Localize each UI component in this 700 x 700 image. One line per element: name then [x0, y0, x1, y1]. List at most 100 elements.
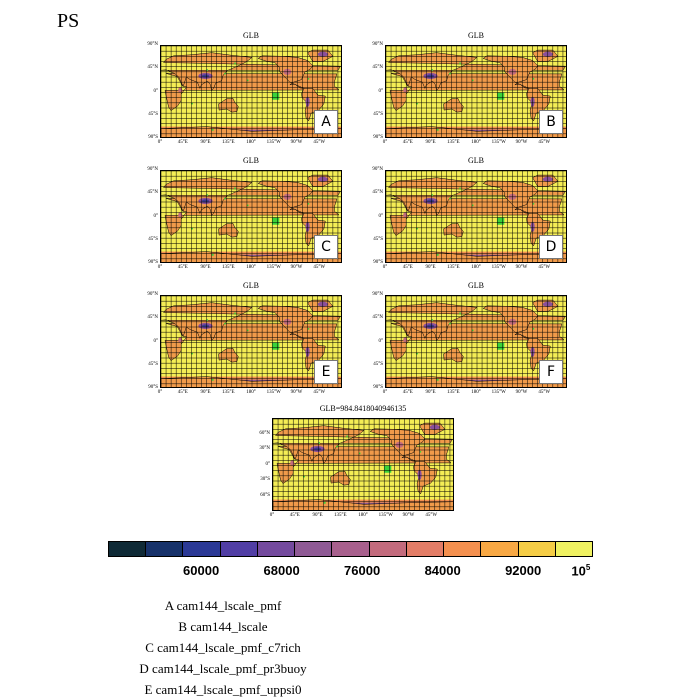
- lon-tick-label: 0°: [382, 140, 388, 145]
- lon-tick-label: 90°W: [290, 265, 303, 270]
- lon-tick-label: 45°E: [177, 265, 188, 270]
- lat-tick-label: 60°N: [259, 430, 270, 436]
- lon-tick-label: 45°E: [177, 140, 188, 145]
- lon-tick-label: 45°E: [402, 390, 413, 395]
- land-region: [161, 302, 341, 342]
- colorbar-tick-label: 68000: [263, 563, 300, 578]
- lat-tick-label: 90°S: [373, 385, 383, 390]
- panel-title: GLB: [243, 156, 259, 165]
- lat-tick-label: 45°S: [373, 111, 383, 117]
- green-marker: [246, 329, 249, 332]
- lon-tick-label: 135°E: [221, 390, 235, 395]
- legend-entry: A cam144_lscale_pmf: [164, 598, 282, 613]
- lat-tick-label: 45°N: [147, 190, 158, 196]
- map-panel: GLB 90°N 45°N 0° 45°S 90°S 0° 45°E 90°E 135°E 180°…: [372, 31, 567, 145]
- highland-patch: [403, 212, 408, 218]
- green-marker: [532, 203, 535, 205]
- lon-tick-label: 45°W: [425, 513, 438, 518]
- green-marker: [431, 194, 434, 196]
- green-marker: [272, 92, 280, 100]
- green-marker: [346, 435, 348, 438]
- green-marker: [416, 227, 418, 230]
- lat-tick-label: 90°S: [148, 385, 158, 390]
- map-panel: GLB 90°N 45°N 0° 45°S 90°S 0° 45°E 90°E 135°E 180°…: [147, 281, 342, 395]
- lat-tick-label: 30°N: [259, 446, 270, 451]
- lat-tick-label: 90°S: [373, 260, 383, 265]
- lon-tick-label: 135°W: [491, 265, 506, 270]
- lat-tick-label: 30°S: [260, 477, 270, 482]
- lon-tick-label: 45°E: [402, 265, 413, 270]
- colorbar-cell: [257, 542, 296, 556]
- colorbar-cell: [332, 542, 370, 556]
- land-region: [218, 222, 239, 238]
- lon-tick-label: 45°E: [289, 513, 300, 518]
- map-panel: GLB=984.8418040946135 60°N 30°N 0° 30°S 60°S 0…: [259, 404, 454, 518]
- colorbar-tick-label: 105: [571, 563, 591, 579]
- highland-patch: [201, 324, 210, 328]
- highland-patch: [178, 87, 183, 93]
- green-marker: [436, 378, 439, 381]
- map-plot: [273, 419, 453, 510]
- green-marker: [459, 62, 461, 65]
- lat-tick-label: 0°: [378, 88, 384, 94]
- colorbar-tick-label: 60000: [183, 563, 220, 578]
- green-marker: [532, 328, 535, 330]
- lon-tick-label: 0°: [382, 265, 388, 270]
- colorbar-cell: [146, 542, 184, 556]
- land-region: [443, 97, 464, 113]
- lat-tick-label: 90°N: [147, 167, 158, 172]
- colorbar-cell: [295, 542, 333, 556]
- lon-tick-label: 45°E: [177, 390, 188, 395]
- lon-tick-label: 0°: [157, 265, 163, 270]
- surface-pressure-map: [385, 295, 567, 388]
- lon-tick-label: 45°W: [313, 390, 326, 395]
- lon-tick-label: 135°E: [221, 265, 235, 270]
- land-region: [218, 347, 239, 363]
- lon-tick-label: 0°: [157, 140, 163, 145]
- lon-tick-label: 90°E: [312, 513, 323, 518]
- lat-tick-label: 45°S: [373, 361, 383, 367]
- highland-patch: [290, 460, 295, 466]
- lon-tick-label: 90°W: [515, 390, 528, 395]
- lat-tick-label: 45°N: [372, 65, 383, 71]
- panel-title: GLB: [243, 31, 259, 40]
- lon-tick-label: 135°W: [266, 140, 281, 145]
- lat-tick-label: 90°N: [147, 42, 158, 47]
- green-marker: [497, 217, 505, 225]
- lon-tick-label: 135°W: [378, 513, 393, 518]
- green-marker: [211, 253, 214, 256]
- colorbar-cell: [220, 542, 258, 556]
- land-region: [273, 499, 453, 510]
- green-marker: [358, 452, 361, 455]
- green-marker: [497, 342, 505, 350]
- land-region: [330, 470, 351, 486]
- green-marker: [307, 328, 310, 330]
- green-marker: [323, 501, 326, 504]
- green-marker: [246, 79, 249, 82]
- highland-patch: [201, 199, 210, 203]
- lat-tick-label: 45°S: [148, 361, 158, 367]
- lon-tick-label: 90°E: [200, 140, 211, 145]
- lat-tick-label: 60°S: [260, 492, 270, 498]
- green-marker: [497, 92, 505, 100]
- map-panel: GLB 90°N 45°N 0° 45°S 90°S 0° 45°E 90°E 135°E 180°…: [147, 156, 342, 270]
- lat-tick-label: 0°: [153, 338, 159, 344]
- colorbar-cell: [555, 542, 593, 556]
- lon-tick-label: 0°: [269, 513, 275, 518]
- green-marker: [211, 128, 214, 131]
- land-region: [386, 302, 566, 342]
- lon-tick-label: 90°W: [515, 265, 528, 270]
- lon-tick-label: 180°: [246, 140, 256, 145]
- colorbar: [108, 541, 593, 557]
- green-marker: [416, 102, 418, 105]
- surface-pressure-map: [160, 45, 342, 138]
- panel-tag: E: [314, 360, 338, 384]
- lon-tick-label: 135°W: [491, 390, 506, 395]
- map-panel: GLB 90°N 45°N 0° 45°S 90°S 0° 45°E 90°E 135°E 180°…: [372, 156, 567, 270]
- colorbar-tick-label: 92000: [505, 563, 542, 578]
- panel-title: GLB: [468, 156, 484, 165]
- colorbar-tick-label: 76000: [344, 563, 381, 578]
- lat-tick-label: 0°: [265, 461, 271, 467]
- lon-tick-label: 135°W: [266, 390, 281, 395]
- lon-tick-label: 90°E: [425, 265, 436, 270]
